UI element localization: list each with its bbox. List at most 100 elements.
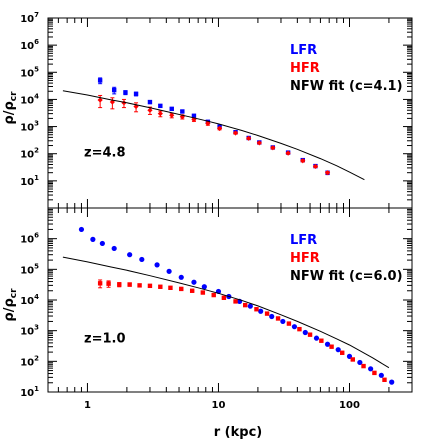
bottom-hfr-point	[329, 344, 334, 349]
bottom-hfr-point	[147, 283, 153, 289]
bottom-ytick-label: 101	[20, 385, 39, 399]
bottom-lfr-point	[166, 268, 172, 274]
bottom-lfr-point	[269, 313, 275, 320]
bottom-hfr-point	[233, 299, 238, 304]
bottom-nfw-fit-c-6-0-line	[62, 256, 390, 369]
bottom-lfr-point	[90, 236, 96, 242]
top-lfr-point	[169, 106, 174, 112]
bottom-lfr-point	[201, 284, 207, 290]
bottom-ytick-label: 102	[20, 354, 39, 368]
bottom-hfr-point	[189, 288, 195, 293]
panel-top: 101 102 103 104 105 106 107 LFR HFR NFW fit (c=4.…	[20, 11, 413, 209]
bottom-hfr-point	[340, 350, 345, 355]
bottom-hfr-point	[137, 283, 142, 288]
bottom-lfr-point	[368, 366, 374, 372]
top-hfr-point	[300, 158, 306, 164]
top-plot-area	[62, 77, 365, 181]
top-hfr-point	[157, 111, 163, 117]
top-ytick-label: 102	[20, 147, 39, 161]
top-lfr-point	[191, 113, 197, 118]
top-frame	[47, 17, 413, 209]
bottom-redshift-annotation: z=1.0	[84, 331, 126, 346]
top-hfr-point	[97, 97, 103, 103]
bottom-hfr-point	[382, 377, 387, 382]
bottom-hfr-point	[361, 363, 366, 369]
bottom-hfr-point	[254, 307, 259, 312]
top-hfr-point	[169, 112, 175, 118]
bottom-hfr-point	[179, 286, 184, 292]
y-axis-label-top: ρ/ρcr	[2, 91, 19, 125]
top-legend-entry: NFW fit (c=4.1)	[290, 79, 403, 94]
top-hfr-point	[256, 140, 262, 146]
top-legend-entry: HFR	[290, 61, 320, 76]
bottom-lfr-point	[127, 252, 133, 258]
bottom-plot-area	[62, 226, 395, 385]
top-lfr-point	[147, 99, 153, 105]
bottom-hfr-point	[221, 295, 227, 300]
top-ytick-label: 104	[20, 92, 39, 106]
bottom-hfr-point	[200, 290, 206, 295]
top-hfr-point	[324, 170, 331, 176]
top-lfr-point	[97, 78, 103, 83]
bottom-lfr-point	[191, 279, 197, 285]
top-nfw-fit-c-4-1-line	[62, 90, 365, 181]
x-tick-label: 100	[339, 400, 360, 411]
top-hfr-point	[147, 107, 153, 113]
bottom-lfr-point	[154, 262, 160, 268]
bottom-lfr-point	[139, 256, 145, 263]
top-ytick-label: 101	[20, 174, 39, 188]
bottom-hfr-point	[158, 284, 163, 289]
bottom-ytick-label: 103	[20, 324, 39, 338]
bottom-hfr-point	[264, 311, 270, 316]
bottom-hfr-point	[307, 332, 313, 337]
bottom-hfr-point	[297, 326, 302, 332]
bottom-legend-entry: HFR	[290, 251, 320, 266]
bottom-lfr-point	[280, 318, 286, 325]
top-hfr-point	[285, 150, 291, 156]
x-tick-label: 1	[84, 400, 91, 411]
x-tick-label: 10	[212, 400, 226, 411]
bottom-hfr-point	[372, 370, 377, 376]
top-hfr-point	[216, 125, 223, 132]
bottom-lfr-point	[378, 372, 384, 378]
bottom-lfr-point	[313, 335, 320, 341]
bottom-legend-entry: LFR	[290, 233, 317, 248]
bottom-lfr-point	[389, 379, 395, 385]
bottom-ytick-label: 105	[20, 262, 39, 276]
top-ytick-label: 106	[20, 38, 39, 52]
bottom-hfr-point	[97, 281, 103, 286]
bottom-hfr-point	[168, 285, 173, 290]
top-lfr-point	[158, 103, 163, 109]
top-ytick-label: 107	[20, 11, 39, 25]
bottom-lfr-point	[78, 226, 85, 233]
bottom-hfr-point	[127, 282, 132, 287]
top-hfr-point	[246, 135, 252, 141]
top-legend-entry: LFR	[290, 43, 317, 58]
bottom-frame	[47, 207, 413, 393]
bottom-hfr-point	[243, 302, 248, 308]
panel-bottom: 101 102 103 104 105 106 1 10 100 LFR HFR NFW fit (c…	[20, 207, 413, 411]
top-lfr-point	[123, 90, 128, 95]
bottom-ytick-label: 104	[20, 293, 39, 307]
bottom-lfr-point	[247, 303, 253, 309]
bottom-hfr-point	[211, 292, 216, 298]
bottom-lfr-point	[111, 245, 117, 252]
top-hfr-point	[270, 145, 276, 151]
top-ytick-label: 103	[20, 120, 39, 134]
bottom-hfr-point	[350, 357, 356, 362]
bottom-hfr-point	[286, 321, 292, 326]
bottom-hfr-point	[106, 281, 111, 286]
bottom-lfr-point	[357, 359, 363, 366]
bottom-hfr-point	[117, 282, 122, 287]
top-lfr-point	[180, 109, 185, 114]
bottom-lfr-point	[335, 347, 341, 353]
top-lfr-point	[111, 87, 117, 93]
top-ytick-label: 105	[20, 65, 39, 79]
top-hfr-point	[205, 120, 211, 127]
bottom-legend-entry: NFW fit (c=6.0)	[290, 269, 403, 284]
bottom-ytick-label: 106	[20, 232, 39, 246]
x-axis-label: r (kpc)	[214, 425, 262, 440]
bottom-lfr-point	[324, 341, 331, 347]
bottom-hfr-point	[319, 338, 324, 343]
